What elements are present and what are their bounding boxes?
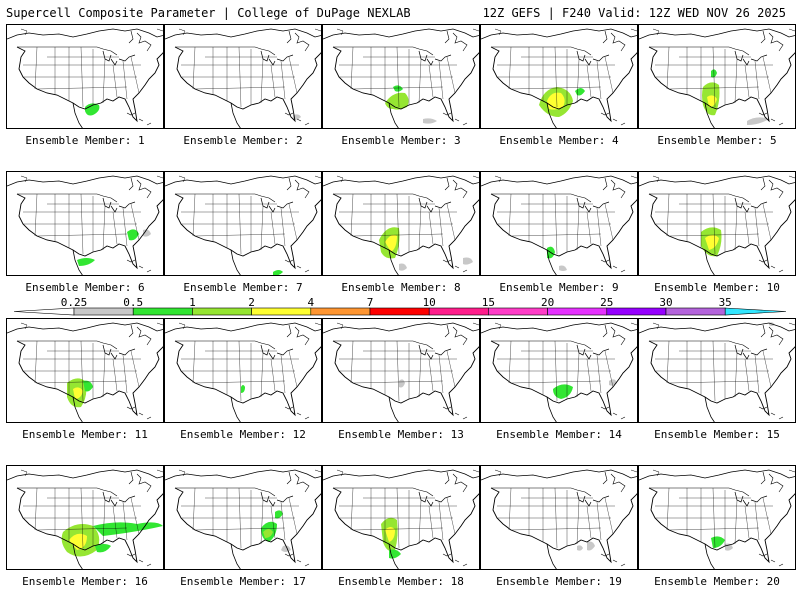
map-panel-member-11 bbox=[6, 318, 164, 423]
legend-swatch bbox=[606, 307, 667, 316]
legend-tick-label: 0.5 bbox=[123, 296, 143, 309]
member-map bbox=[323, 28, 479, 128]
member-map bbox=[639, 469, 795, 569]
map-panel-member-3 bbox=[322, 24, 480, 129]
legend-swatch bbox=[251, 307, 312, 316]
legend-tick-label: 35 bbox=[719, 296, 732, 309]
member-caption: Ensemble Member: 8 bbox=[341, 281, 461, 294]
run-valid-time: 12Z GEFS | F240 Valid: 12Z WED NOV 26 20… bbox=[482, 6, 786, 20]
legend-tick-label: 7 bbox=[367, 296, 374, 309]
map-panel-member-17 bbox=[164, 465, 322, 570]
map-panel-member-14 bbox=[480, 318, 638, 423]
legend-over-arrow bbox=[724, 307, 787, 316]
member-caption: Ensemble Member: 9 bbox=[499, 281, 619, 294]
legend-tick-label: 30 bbox=[659, 296, 672, 309]
map-panel-member-4 bbox=[480, 24, 638, 129]
member-caption: Ensemble Member: 13 bbox=[338, 428, 464, 441]
member-caption: Ensemble Member: 14 bbox=[496, 428, 622, 441]
member-caption: Ensemble Member: 18 bbox=[338, 575, 464, 588]
member-map bbox=[323, 469, 479, 569]
member-caption: Ensemble Member: 12 bbox=[180, 428, 306, 441]
member-caption: Ensemble Member: 1 bbox=[25, 134, 145, 147]
member-caption: Ensemble Member: 19 bbox=[496, 575, 622, 588]
legend-swatch bbox=[132, 307, 193, 316]
member-map bbox=[7, 175, 163, 275]
legend-tick-label: 0.25 bbox=[61, 296, 88, 309]
member-map bbox=[481, 175, 637, 275]
map-panel-member-2 bbox=[164, 24, 322, 129]
legend-swatch bbox=[192, 307, 252, 316]
member-caption: Ensemble Member: 6 bbox=[25, 281, 145, 294]
member-map bbox=[7, 322, 163, 422]
map-panel-member-13 bbox=[322, 318, 480, 423]
member-caption: Ensemble Member: 7 bbox=[183, 281, 303, 294]
member-caption: Ensemble Member: 16 bbox=[22, 575, 148, 588]
member-map bbox=[165, 469, 321, 569]
member-caption: Ensemble Member: 5 bbox=[657, 134, 777, 147]
color-scale-legend: 0.25 0.5 1 2 4 7 10 15 20 25 30 35 bbox=[13, 296, 787, 316]
map-panel-member-8 bbox=[322, 171, 480, 276]
member-map bbox=[7, 469, 163, 569]
legend-tick-label: 2 bbox=[248, 296, 255, 309]
map-panel-member-1 bbox=[6, 24, 164, 129]
legend-tick-label: 15 bbox=[482, 296, 495, 309]
member-caption: Ensemble Member: 2 bbox=[183, 134, 303, 147]
member-caption: Ensemble Member: 3 bbox=[341, 134, 461, 147]
map-panel-member-16 bbox=[6, 465, 164, 570]
map-panel-member-6 bbox=[6, 171, 164, 276]
member-caption: Ensemble Member: 15 bbox=[654, 428, 780, 441]
member-caption: Ensemble Member: 11 bbox=[22, 428, 148, 441]
legend-swatch bbox=[488, 307, 548, 316]
legend-swatch bbox=[665, 307, 726, 316]
legend-swatch bbox=[369, 307, 430, 316]
legend-tick-label: 25 bbox=[600, 296, 613, 309]
legend-tick-label: 10 bbox=[423, 296, 436, 309]
legend-tick-label: 4 bbox=[307, 296, 314, 309]
legend-swatch bbox=[310, 307, 371, 316]
member-map bbox=[7, 28, 163, 128]
legend-tick-label: 20 bbox=[541, 296, 554, 309]
map-panel-member-5 bbox=[638, 24, 796, 129]
map-panel-member-9 bbox=[480, 171, 638, 276]
member-map bbox=[639, 175, 795, 275]
legend-under-arrow bbox=[13, 307, 75, 316]
member-map bbox=[323, 322, 479, 422]
member-caption: Ensemble Member: 17 bbox=[180, 575, 306, 588]
map-panel-member-19 bbox=[480, 465, 638, 570]
member-map bbox=[165, 322, 321, 422]
page-title: Supercell Composite Parameter | College … bbox=[6, 6, 411, 20]
legend-swatch bbox=[428, 307, 489, 316]
member-map bbox=[481, 469, 637, 569]
legend-swatch bbox=[73, 307, 134, 316]
map-panel-member-15 bbox=[638, 318, 796, 423]
map-panel-member-10 bbox=[638, 171, 796, 276]
member-map bbox=[639, 322, 795, 422]
member-caption: Ensemble Member: 10 bbox=[654, 281, 780, 294]
member-map bbox=[323, 175, 479, 275]
legend-tick-label: 1 bbox=[189, 296, 196, 309]
map-panel-member-18 bbox=[322, 465, 480, 570]
legend-swatch bbox=[547, 307, 608, 316]
member-map bbox=[481, 28, 637, 128]
map-panel-member-12 bbox=[164, 318, 322, 423]
member-map bbox=[639, 28, 795, 128]
member-caption: Ensemble Member: 4 bbox=[499, 134, 619, 147]
member-map bbox=[165, 175, 321, 275]
member-map bbox=[165, 28, 321, 128]
member-map bbox=[481, 322, 637, 422]
member-caption: Ensemble Member: 20 bbox=[654, 575, 780, 588]
map-panel-member-7 bbox=[164, 171, 322, 276]
map-panel-member-20 bbox=[638, 465, 796, 570]
